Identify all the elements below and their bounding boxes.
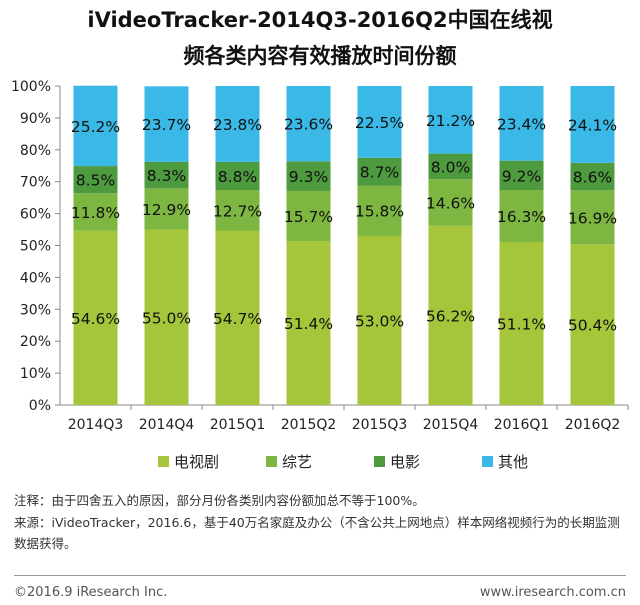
data-label: 15.8% xyxy=(355,203,404,221)
data-label: 50.4% xyxy=(568,317,617,335)
data-label: 8.7% xyxy=(360,164,399,182)
data-label: 23.8% xyxy=(213,116,262,134)
y-tick-label: 0% xyxy=(29,398,51,414)
data-label: 54.7% xyxy=(213,310,262,328)
bar-segment xyxy=(357,235,402,405)
data-label: 23.4% xyxy=(497,115,546,133)
data-label: 51.4% xyxy=(284,315,333,333)
chart-source: 来源：iVideoTracker，2016.6，基于40万名家庭及办公（不含公共… xyxy=(14,515,620,551)
bar-segment xyxy=(286,161,331,191)
y-tick-label: 20% xyxy=(20,334,51,350)
x-tick-label: 2014Q4 xyxy=(139,417,195,433)
bar-segment xyxy=(499,160,544,190)
y-tick-label: 40% xyxy=(20,270,51,286)
data-label: 9.3% xyxy=(289,168,328,186)
data-label: 16.3% xyxy=(497,208,546,226)
data-label: 53.0% xyxy=(355,312,404,330)
bar-segment xyxy=(215,189,260,231)
data-label: 25.2% xyxy=(71,118,120,136)
chart-title-line1: iVideoTracker-2014Q3-2016Q2中国在线视 xyxy=(87,8,553,32)
x-tick-label: 2015Q4 xyxy=(423,417,479,433)
data-label: 9.2% xyxy=(502,167,541,185)
y-tick-label: 60% xyxy=(20,207,51,223)
bar-segment xyxy=(144,161,189,189)
legend-label: 电影 xyxy=(390,453,420,471)
data-label: 11.8% xyxy=(71,204,120,222)
x-tick-label: 2016Q2 xyxy=(565,417,621,433)
y-tick-label: 80% xyxy=(20,143,51,159)
data-label: 8.0% xyxy=(431,158,470,176)
x-tick-label: 2015Q3 xyxy=(352,417,408,433)
legend-swatch xyxy=(266,456,277,467)
bar-segment xyxy=(286,241,331,405)
data-label: 12.9% xyxy=(142,201,191,219)
x-tick-label: 2015Q2 xyxy=(281,417,337,433)
legend-label: 电视剧 xyxy=(174,453,219,471)
stacked-bar-chart: 0% 10% 20% 30% 40% 50% 60% 70% 80% 90% 100% 2014Q3 5… xyxy=(11,79,629,471)
data-label: 23.7% xyxy=(142,116,191,134)
data-label: 8.8% xyxy=(218,168,257,186)
data-label: 8.3% xyxy=(147,167,186,185)
data-label: 21.2% xyxy=(426,112,475,130)
y-tick-label: 100% xyxy=(11,79,51,95)
bar-segment xyxy=(570,244,615,405)
data-label: 14.6% xyxy=(426,194,475,212)
data-label: 8.6% xyxy=(573,169,612,187)
bar-segment xyxy=(570,86,615,163)
y-tick-label: 90% xyxy=(20,111,51,127)
copyright-text: ©2016.9 iResearch Inc. xyxy=(14,585,168,600)
data-label: 15.7% xyxy=(284,208,333,226)
bar-segment xyxy=(428,86,473,154)
bar-segment xyxy=(499,189,544,242)
bar-segment xyxy=(73,166,118,194)
bar-segment xyxy=(286,86,331,162)
data-label: 54.6% xyxy=(71,310,120,328)
data-label: 8.5% xyxy=(76,172,115,190)
bar-segment xyxy=(428,153,473,180)
data-label: 24.1% xyxy=(568,116,617,134)
bar-segment xyxy=(499,86,544,161)
bar-segment xyxy=(215,230,260,405)
bar-segment xyxy=(73,230,118,405)
bar-segment xyxy=(73,193,118,231)
legend-swatch xyxy=(482,456,493,467)
bar-segment xyxy=(286,190,331,242)
y-tick-label: 10% xyxy=(20,366,51,382)
legend-swatch xyxy=(158,456,169,467)
data-label: 22.5% xyxy=(355,114,404,132)
bar-segment xyxy=(499,241,544,405)
chart-title-line2: 频各类内容有效播放时间份额 xyxy=(183,44,457,68)
bar-segment xyxy=(144,229,189,405)
bar-segment xyxy=(73,85,118,167)
data-label: 23.6% xyxy=(284,116,333,134)
legend-swatch xyxy=(374,456,385,467)
data-label: 56.2% xyxy=(426,307,475,325)
data-label: 16.9% xyxy=(568,209,617,227)
bar-segment xyxy=(570,190,615,245)
x-tick-label: 2016Q1 xyxy=(494,417,550,433)
bar-segment xyxy=(357,86,402,158)
y-tick-label: 70% xyxy=(20,175,51,191)
y-tick-label: 50% xyxy=(20,239,51,255)
x-tick-label: 2014Q3 xyxy=(68,417,124,433)
legend-label: 其他 xyxy=(498,453,528,471)
bar-segment xyxy=(428,225,473,405)
data-label: 12.7% xyxy=(213,202,262,220)
bar-segment xyxy=(215,86,260,162)
bar-segment xyxy=(570,162,615,191)
bar-segment xyxy=(357,185,402,236)
bar-segment xyxy=(144,188,189,230)
bar-segment xyxy=(357,157,402,186)
bar-segment xyxy=(215,161,260,190)
x-tick-label: 2015Q1 xyxy=(210,417,266,433)
legend-label: 综艺 xyxy=(282,453,312,471)
bar-segment xyxy=(428,179,473,226)
data-label: 55.0% xyxy=(142,309,191,327)
chart-note: 注释：由于四舍五入的原因，部分月份各类别内容份额加总不等于100%。 xyxy=(14,493,425,508)
y-tick-label: 30% xyxy=(20,302,51,318)
data-label: 51.1% xyxy=(497,315,546,333)
website-text: www.iresearch.com.cn xyxy=(479,585,626,600)
bar-segment xyxy=(144,86,189,162)
footer-divider xyxy=(14,575,626,576)
